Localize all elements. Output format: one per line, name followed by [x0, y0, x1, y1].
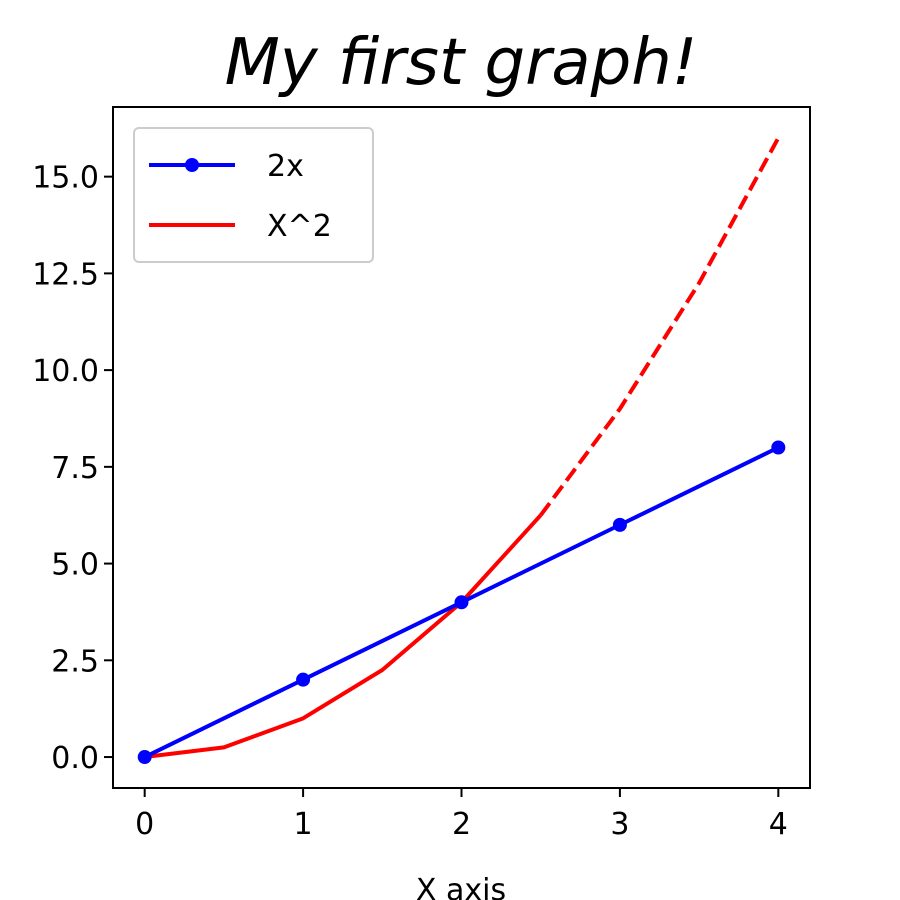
- legend-label: 2x: [267, 149, 304, 184]
- legend-swatch-marker: [185, 158, 199, 172]
- y-axis-ticks: 0.0 2.5 5.0 7.5 10.0 12.5 15.0: [32, 161, 113, 776]
- y-tick-label: 12.5: [32, 257, 99, 292]
- x-axis-label: X axis: [416, 873, 506, 900]
- x-tick-label: 3: [610, 807, 629, 842]
- plot-frame: [112, 106, 811, 789]
- x-tick-label: 2: [452, 807, 471, 842]
- legend-label: X^2: [267, 209, 332, 244]
- series-2x-point: [771, 440, 786, 455]
- series-x2-dashed-line: [539, 136, 781, 517]
- chart-title: My first graph!: [225, 26, 698, 100]
- legend: 2x X^2: [133, 127, 374, 263]
- x-tick-label: 0: [135, 807, 154, 842]
- y-tick-label: 15.0: [32, 161, 99, 196]
- series-x2-solid-line: [144, 513, 543, 760]
- legend-box: [133, 127, 374, 263]
- series-2x-point: [454, 595, 469, 610]
- series-2x-point: [137, 750, 152, 765]
- y-tick-label: 0.0: [51, 741, 99, 776]
- series-2x-point: [296, 672, 311, 687]
- x-tick-label: 4: [769, 807, 788, 842]
- series-layer: [137, 136, 786, 765]
- y-tick-label: 5.0: [51, 548, 99, 583]
- x-tick-label: 1: [294, 807, 313, 842]
- y-tick-label: 10.0: [32, 354, 99, 389]
- y-tick-label: 2.5: [51, 644, 99, 679]
- x-axis-ticks: 0 1 2 3 4: [135, 788, 788, 842]
- y-tick-label: 7.5: [51, 451, 99, 486]
- series-2x-point: [612, 517, 627, 532]
